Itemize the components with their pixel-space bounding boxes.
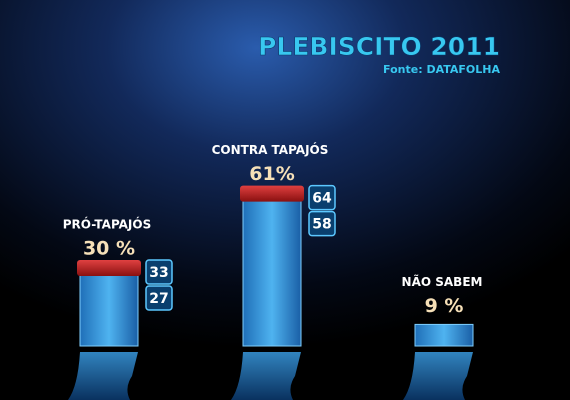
value-label: 61% (249, 163, 294, 185)
chart-title: PLEBISCITO 2011 (258, 32, 500, 61)
bar (414, 323, 474, 347)
bar (79, 273, 139, 347)
value-label: 30 % (83, 238, 135, 260)
range-box (145, 285, 173, 311)
range-box (308, 210, 336, 237)
range-box (308, 184, 336, 211)
range-label: 58 (312, 217, 331, 233)
bar-reflection (403, 352, 473, 400)
range-label: 33 (149, 265, 168, 281)
category-label: NÃO SABEM (402, 274, 483, 289)
range-box (145, 259, 173, 285)
bar-reflection (68, 352, 138, 400)
range-label: 27 (149, 291, 168, 307)
bar-cap (240, 185, 304, 202)
category-label: PRÓ-TAPAJÓS (63, 217, 152, 232)
value-label: 9 % (425, 295, 464, 317)
category-label: CONTRA TAPAJÓS (212, 142, 329, 157)
bar (242, 199, 302, 347)
bar-cap (77, 260, 141, 276)
range-label: 64 (312, 191, 332, 207)
bar-reflection (231, 352, 301, 400)
chart-subtitle: Fonte: DATAFOLHA (383, 63, 500, 76)
